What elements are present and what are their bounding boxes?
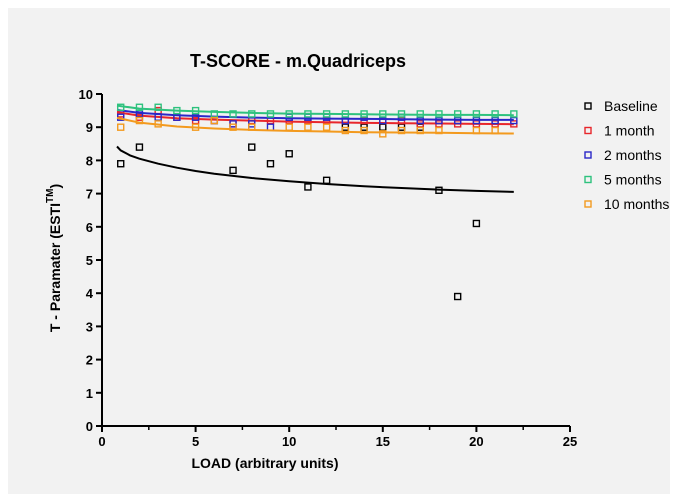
data-point-10-months <box>117 123 125 131</box>
data-point-baseline <box>304 183 312 191</box>
legend-marker-2-months <box>584 151 592 159</box>
data-point-5-months <box>360 110 368 118</box>
data-point-5-months <box>266 110 275 118</box>
y-axis-label: T - Paramater (ESTITM) <box>45 184 63 332</box>
y-tick-label: 10 <box>79 87 93 102</box>
data-point-10-months <box>341 126 350 135</box>
data-point-10-months <box>416 126 424 135</box>
x-axis-label: LOAD (arbitrary units) <box>191 455 338 471</box>
data-point-5-months <box>154 103 162 111</box>
data-point-5-months <box>472 110 481 118</box>
data-point-5-months <box>117 103 125 111</box>
y-tick-label: 0 <box>86 419 93 434</box>
data-point-baseline <box>435 186 443 194</box>
data-point-10-months <box>154 120 162 128</box>
data-point-10-months <box>304 123 312 131</box>
y-tick-label: 5 <box>86 253 93 268</box>
data-point-baseline <box>248 143 256 151</box>
data-point-baseline <box>117 160 125 168</box>
data-point-5-months <box>173 106 181 115</box>
data-point-baseline <box>472 219 481 228</box>
x-tick-label: 20 <box>469 434 483 449</box>
data-point-10-months <box>472 126 481 135</box>
legend-marker-5-months <box>584 175 592 184</box>
legend: Baseline 1 month 2 months 5 months 10 months <box>584 98 669 212</box>
data-point-10-months <box>360 126 368 135</box>
data-point-5-months <box>435 110 443 118</box>
y-tick-label: 6 <box>86 220 93 235</box>
y-tick-label: 3 <box>86 319 93 334</box>
data-point-10-months <box>397 126 406 135</box>
data-point-baseline <box>285 150 293 158</box>
y-axis-label-superscript: TM <box>45 189 56 203</box>
chart-svg: T-SCORE - m.Quadriceps LOAD (arbitrary u… <box>45 51 669 471</box>
chart-title: T-SCORE - m.Quadriceps <box>190 51 406 71</box>
data-point-5-months <box>285 110 293 118</box>
data-point-10-months <box>191 123 200 131</box>
data-point-baseline <box>322 176 331 185</box>
plot-area: 0 5 10 15 20 25 0 1 2 3 4 5 6 7 8 9 10 <box>79 87 578 449</box>
data-point-10-months <box>135 116 144 125</box>
y-tick-label: 8 <box>86 153 93 168</box>
data-point-10-months <box>285 123 293 131</box>
data-point-5-months <box>135 103 144 111</box>
chart-frame: T-SCORE - m.Quadriceps LOAD (arbitrary u… <box>8 8 670 494</box>
data-point-5-months <box>322 110 331 118</box>
data-point-10-months <box>248 123 256 131</box>
y-tick-label: 2 <box>86 353 93 368</box>
y-axis-label-main: T - Paramater (ESTI <box>47 203 63 332</box>
data-point-10-months <box>322 123 331 131</box>
data-point-10-months <box>435 126 443 135</box>
data-point-baseline <box>379 123 387 131</box>
fit-line-2-months <box>116 108 514 121</box>
fit-line-5-months <box>116 104 514 117</box>
data-point-baseline <box>229 166 237 175</box>
legend-marker-baseline <box>584 102 592 110</box>
data-point-5-months <box>248 110 256 118</box>
x-tick-label: 15 <box>376 434 390 449</box>
legend-marker-1-month <box>584 126 592 135</box>
data-point-5-months <box>379 110 387 118</box>
y-axis-label-end: ) <box>47 184 63 189</box>
y-tick-label: 4 <box>86 286 94 301</box>
legend-label-1-month: 1 month <box>604 123 655 139</box>
data-point-baseline <box>453 292 462 301</box>
data-point-5-months <box>191 106 200 115</box>
legend-label-5-months: 5 months <box>604 172 662 188</box>
x-tick-label: 10 <box>282 434 296 449</box>
x-tick-label: 5 <box>192 434 199 449</box>
y-tick-label: 1 <box>86 386 93 401</box>
data-point-10-months <box>229 123 237 131</box>
x-tick-label: 0 <box>98 434 105 449</box>
x-tick-label: 25 <box>563 434 577 449</box>
y-tick-label: 9 <box>86 120 93 135</box>
data-point-baseline <box>135 143 144 151</box>
data-point-5-months <box>341 110 350 118</box>
legend-label-10-months: 10 months <box>604 196 669 212</box>
data-point-5-months <box>416 110 424 118</box>
data-point-5-months <box>229 110 237 118</box>
data-point-5-months <box>304 110 312 118</box>
data-point-2-months <box>266 123 275 131</box>
data-point-10-months <box>379 130 387 138</box>
data-point-5-months <box>491 110 499 118</box>
data-point-10-months <box>491 126 499 135</box>
legend-label-2-months: 2 months <box>604 147 662 163</box>
data-point-5-months <box>397 110 406 118</box>
data-point-5-months <box>453 110 462 118</box>
legend-label-baseline: Baseline <box>604 98 658 114</box>
legend-marker-10-months <box>584 200 592 208</box>
fit-line-1-month <box>116 111 514 126</box>
data-point-5-months <box>510 110 518 118</box>
data-point-baseline <box>266 160 275 168</box>
data-point-10-months <box>210 116 219 125</box>
fit-line-10-months <box>116 116 514 135</box>
fit-line-baseline <box>116 145 514 193</box>
y-tick-label: 7 <box>86 187 93 202</box>
